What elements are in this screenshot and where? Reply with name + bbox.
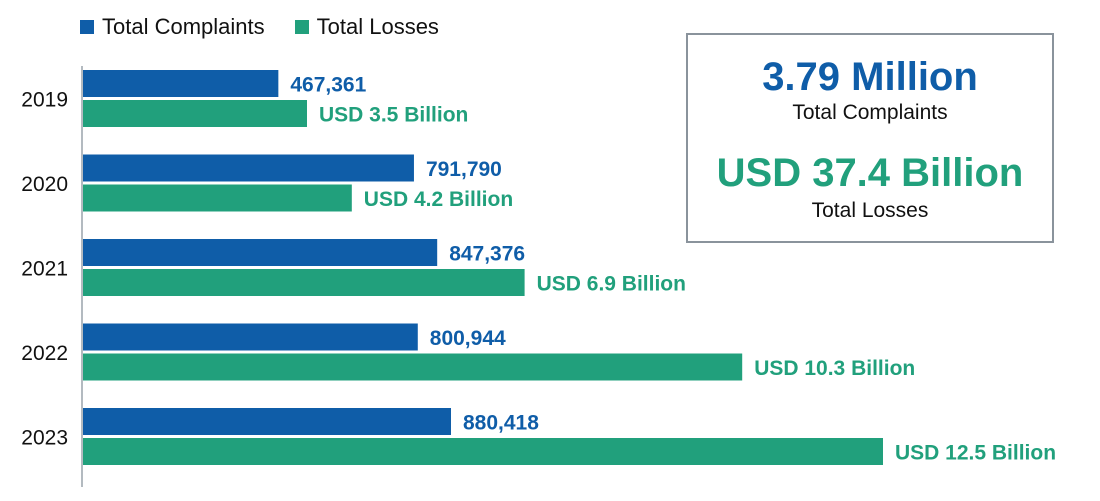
losses-bar-2023 [83,438,883,465]
legend-item-complaints: Total Complaints [80,14,265,40]
losses-bar-2020 [83,184,352,212]
losses-value-label-2020: USD 4.2 Billion [364,188,513,211]
losses-value-label-2021: USD 6.9 Billion [537,273,686,296]
year-label-2019: 2019 [21,89,68,112]
summary-losses-label: Total Losses [811,199,929,222]
losses-value-label-2022: USD 10.3 Billion [754,357,915,380]
year-label-2023: 2023 [21,427,68,450]
complaints-bar-2023 [83,408,451,435]
losses-value-label-2019: USD 3.5 Billion [319,104,468,127]
complaints-value-label-2020: 791,790 [426,158,502,181]
legend-item-losses: Total Losses [294,14,439,40]
losses-bar-2022 [83,353,743,381]
year-label-2021: 2021 [21,258,68,281]
losses-bar-2019 [83,100,307,127]
losses-value-label-2023: USD 12.5 Billion [895,442,1056,465]
year-label-2020: 2020 [21,173,68,196]
summary-losses-value: USD 37.4 Billion [716,151,1024,195]
complaints-bar-2021 [83,239,438,266]
complaints-bar-2020 [83,154,414,182]
complaints-value-label-2019: 467,361 [290,74,366,97]
complaints-value-label-2023: 880,418 [463,412,539,435]
summary-complaints-label: Total Complaints [792,101,948,124]
legend-swatch-complaints [80,20,94,34]
legend: Total Complaints Total Losses [80,14,469,40]
legend-swatch-losses [294,20,309,34]
legend-label-losses: Total Losses [316,14,439,39]
complaints-value-label-2022: 800,944 [430,327,506,350]
complaints-value-label-2021: 847,376 [449,243,525,266]
summary-box: 3.79 Million Total Complaints USD 37.4 B… [686,33,1054,243]
losses-bar-2021 [83,269,525,296]
summary-complaints-value: 3.79 Million [762,55,978,99]
year-label-2022: 2022 [21,342,68,365]
complaints-bar-2019 [83,70,279,97]
legend-label-complaints: Total Complaints [102,14,265,39]
complaints-bar-2022 [83,323,418,351]
